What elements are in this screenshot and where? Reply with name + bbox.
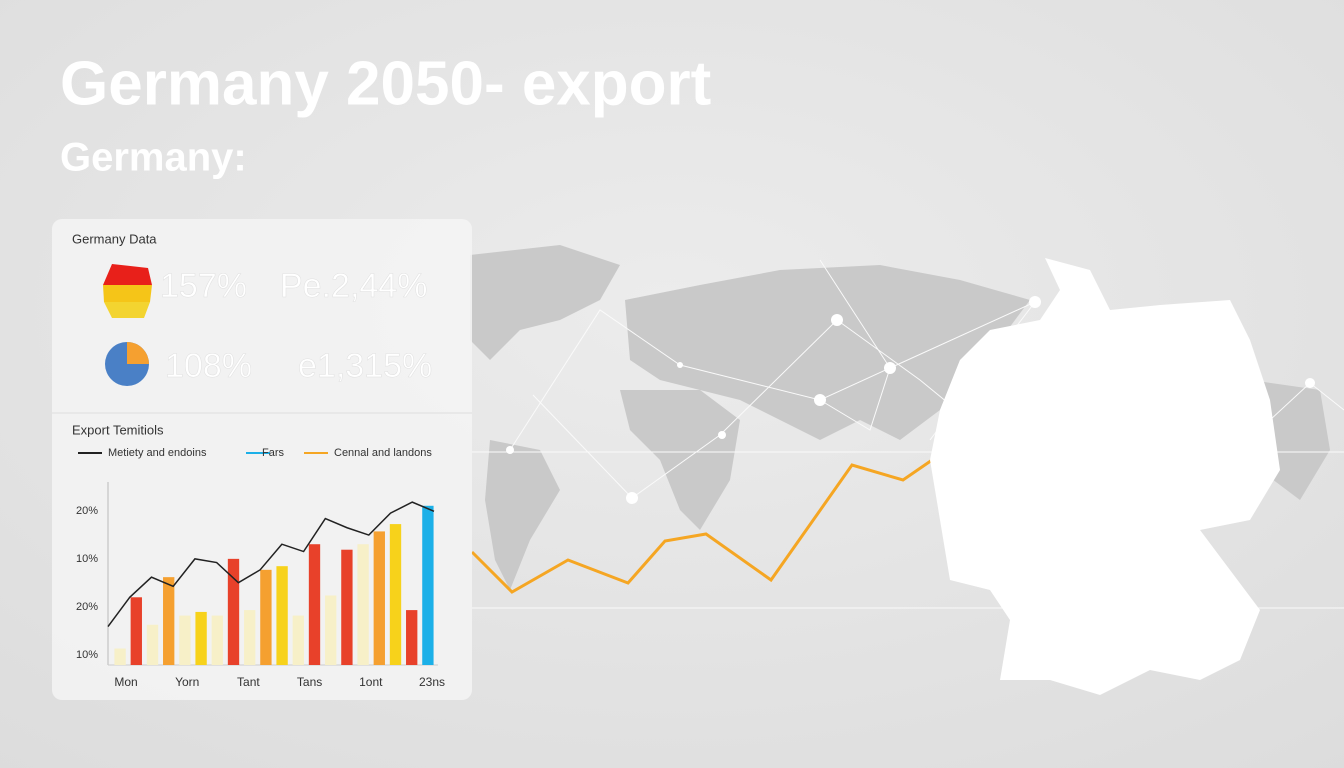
bar [179, 615, 191, 665]
bar [373, 531, 385, 665]
bar [422, 505, 434, 665]
x-tick-label: Tans [297, 675, 322, 689]
bar [357, 544, 369, 665]
bar [130, 597, 142, 665]
x-tick-label: Yorn [175, 675, 199, 689]
x-tick-label: 1ont [359, 675, 383, 689]
bar [146, 624, 159, 665]
y-label: 20% [76, 505, 98, 517]
bar [308, 544, 321, 665]
world-map [470, 245, 1330, 590]
x-tick-label: Tant [237, 675, 260, 689]
x-tick-label: 23ns [419, 675, 445, 689]
bar [292, 615, 304, 665]
bar [114, 648, 126, 665]
stat-value: 108% [165, 347, 252, 385]
pie-icon [105, 342, 149, 386]
bar [163, 577, 175, 665]
x-tick-label: Mon [114, 675, 137, 689]
stat-value: 157% [160, 267, 247, 305]
y-label: 10% [76, 553, 98, 565]
stat-extra: e1,315% [298, 347, 432, 385]
y-label: 10% [76, 649, 98, 661]
bar [260, 569, 272, 665]
map-trend-line [470, 456, 936, 594]
panel-title: Germany Data [72, 231, 157, 246]
y-label: 20% [76, 601, 98, 613]
legend-label: Cennal and landons [334, 447, 432, 459]
bar [341, 549, 353, 665]
germany-flag-icon [103, 264, 152, 318]
legend-label: Fars [262, 447, 285, 459]
chart-title: Export Temitiols [72, 422, 164, 437]
bar [406, 610, 418, 665]
stat-extra: Pe.2,44% [280, 267, 427, 305]
bar [325, 595, 337, 665]
bar [195, 611, 207, 665]
bar [276, 566, 288, 665]
subtitle: Germany: [60, 136, 247, 180]
bar [227, 558, 240, 665]
bar [389, 524, 402, 665]
legend-label: Metiety and endoins [108, 447, 207, 459]
network-nodes [506, 296, 1315, 504]
germany-silhouette [930, 258, 1280, 695]
bar [244, 610, 256, 665]
title: Germany 2050- export [60, 49, 711, 118]
trend-line [107, 501, 435, 628]
bar [211, 615, 223, 665]
